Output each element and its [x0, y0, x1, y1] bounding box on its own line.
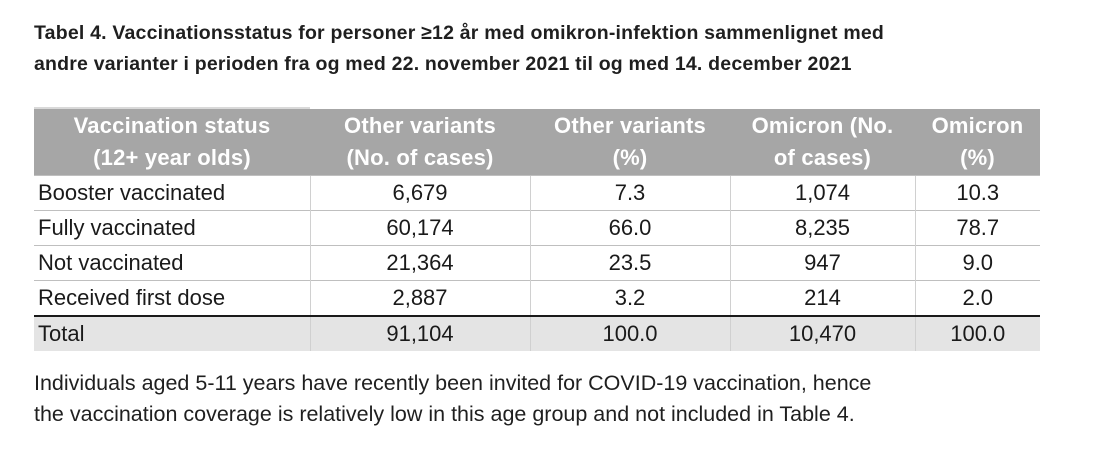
table-cell: 60,174: [309, 210, 530, 246]
table-cell: 2,887: [309, 280, 530, 316]
header-line: of cases): [773, 145, 872, 170]
header-line: (%): [960, 145, 995, 170]
row-label: Fully vaccinated: [34, 210, 310, 246]
header-line: (No. of cases): [346, 145, 494, 170]
header-line: (%): [612, 145, 648, 170]
header-line: Other variants: [344, 113, 496, 138]
table-cell: 10.3: [914, 175, 1040, 211]
table-cell: 7.3: [529, 175, 730, 211]
table-cell: 21,364: [309, 245, 530, 281]
table-top-rule: [34, 107, 310, 109]
table-row: Not vaccinated 21,364 23.5 947 9.0: [34, 245, 1040, 281]
table-cell: 23.5: [529, 245, 730, 281]
row-label: Received first dose: [34, 280, 310, 316]
header-vaccination-status: Vaccination status (12+ year olds): [34, 109, 310, 176]
table-cell: 214: [729, 280, 915, 316]
table-row: Received first dose 2,887 3.2 214 2.0: [34, 280, 1040, 316]
table-cell: 2.0: [914, 280, 1040, 316]
table-cell: 6,679: [309, 175, 530, 211]
table-title: Tabel 4. Vaccinationsstatus for personer…: [34, 18, 1074, 80]
footnote: Individuals aged 5-11 years have recentl…: [34, 368, 1074, 430]
total-cell: 100.0: [529, 315, 730, 351]
table-title-line-1: Tabel 4. Vaccinationsstatus for personer…: [34, 22, 885, 44]
header-line: Vaccination status: [73, 113, 271, 138]
total-row: Total 91,104 100.0 10,470 100.0: [34, 315, 1040, 351]
table-row: Booster vaccinated 6,679 7.3 1,074 10.3: [34, 175, 1040, 211]
table-cell: 1,074: [729, 175, 915, 211]
row-label: Not vaccinated: [34, 245, 310, 281]
table-title-line-2: andre varianter i perioden fra og med 22…: [34, 53, 852, 75]
table-cell: 9.0: [914, 245, 1040, 281]
table-cell: 947: [729, 245, 915, 281]
table-cell: 8,235: [729, 210, 915, 246]
table-cell: 3.2: [529, 280, 730, 316]
table-row: Fully vaccinated 60,174 66.0 8,235 78.7: [34, 210, 1040, 246]
header-other-variants-percent: Other variants (%): [530, 109, 730, 176]
header-row: Vaccination status (12+ year olds) Other…: [34, 109, 1040, 176]
header-omicron-percent: Omicron (%): [915, 109, 1040, 176]
header-line: Omicron: [931, 113, 1024, 138]
header-other-variants-cases: Other variants (No. of cases): [310, 109, 530, 176]
total-cell: 10,470: [729, 315, 915, 351]
total-cell: 100.0: [914, 315, 1040, 351]
header-omicron-cases: Omicron (No. of cases): [730, 109, 915, 176]
table-cell: 66.0: [529, 210, 730, 246]
footnote-line-1: Individuals aged 5-11 years have recentl…: [34, 371, 872, 395]
total-label: Total: [34, 315, 310, 351]
vaccination-status-table: Vaccination status (12+ year olds) Other…: [34, 109, 1040, 351]
row-label: Booster vaccinated: [34, 175, 310, 211]
header-line: Other variants: [554, 113, 706, 138]
total-cell: 91,104: [309, 315, 530, 351]
footnote-line-2: the vaccination coverage is relatively l…: [34, 402, 855, 426]
header-line: Omicron (No.: [751, 113, 894, 138]
header-line: (12+ year olds): [93, 145, 251, 170]
table-cell: 78.7: [914, 210, 1040, 246]
